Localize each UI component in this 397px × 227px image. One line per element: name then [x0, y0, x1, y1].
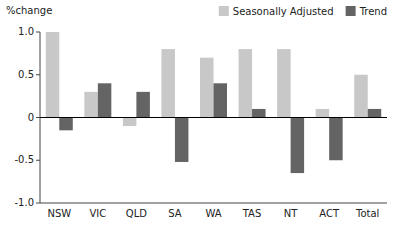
tick-label: -0.5	[14, 154, 34, 165]
legend-swatch	[219, 6, 229, 16]
bar	[214, 83, 227, 117]
tick-label: Total	[355, 208, 379, 219]
bar	[316, 109, 329, 118]
tick-mark	[36, 203, 40, 204]
zero-line	[40, 117, 387, 118]
tick-label: 0	[28, 112, 34, 123]
tick-label: 0.5	[18, 69, 34, 80]
tick-mark	[36, 74, 40, 75]
tick-label: 1.0	[18, 26, 34, 37]
tick-label: QLD	[126, 208, 147, 219]
bar	[252, 109, 265, 118]
bar	[46, 32, 59, 118]
tick-label: NT	[284, 208, 298, 219]
bar	[329, 118, 342, 161]
tick-label: SA	[168, 208, 182, 219]
tick-label: -1.0	[14, 197, 34, 208]
bars	[46, 32, 381, 173]
tick-mark	[36, 117, 40, 118]
bar	[239, 49, 252, 117]
bar	[354, 75, 367, 118]
tick-label: TAS	[242, 208, 262, 219]
bar	[98, 83, 111, 117]
chart: -1.0 -0.5 0 0.5 1.0 NSW VIC QLD SA WA TAS NT ACT Tota…	[0, 0, 397, 227]
x-axis-line	[40, 203, 387, 204]
bar	[200, 58, 213, 118]
y-axis: -1.0 -0.5 0 0.5 1.0	[14, 26, 387, 208]
legend-item: Trend	[346, 6, 387, 17]
bar	[175, 118, 188, 162]
x-axis: NSW VIC QLD SA WA TAS NT ACT Total	[47, 208, 379, 219]
tick-label: VIC	[89, 208, 106, 219]
tick-label: NSW	[47, 208, 71, 219]
bar	[291, 118, 304, 174]
legend-swatch	[346, 6, 356, 16]
tick-label: ACT	[319, 208, 340, 219]
axis-label: %change	[6, 5, 52, 16]
legend-label: Trend	[359, 6, 387, 17]
bar	[84, 92, 97, 118]
legend-label: Seasonally Adjusted	[233, 6, 334, 17]
bar	[59, 118, 72, 131]
bar	[123, 118, 136, 127]
legend-item: Seasonally Adjusted	[219, 6, 334, 17]
bar	[277, 49, 290, 117]
bar	[368, 109, 381, 118]
tick-mark	[36, 160, 40, 161]
tick-mark	[36, 32, 40, 33]
bar	[161, 49, 174, 117]
tick-label: WA	[205, 208, 221, 219]
legend: Seasonally Adjusted Trend	[219, 6, 387, 17]
bar	[136, 92, 149, 118]
